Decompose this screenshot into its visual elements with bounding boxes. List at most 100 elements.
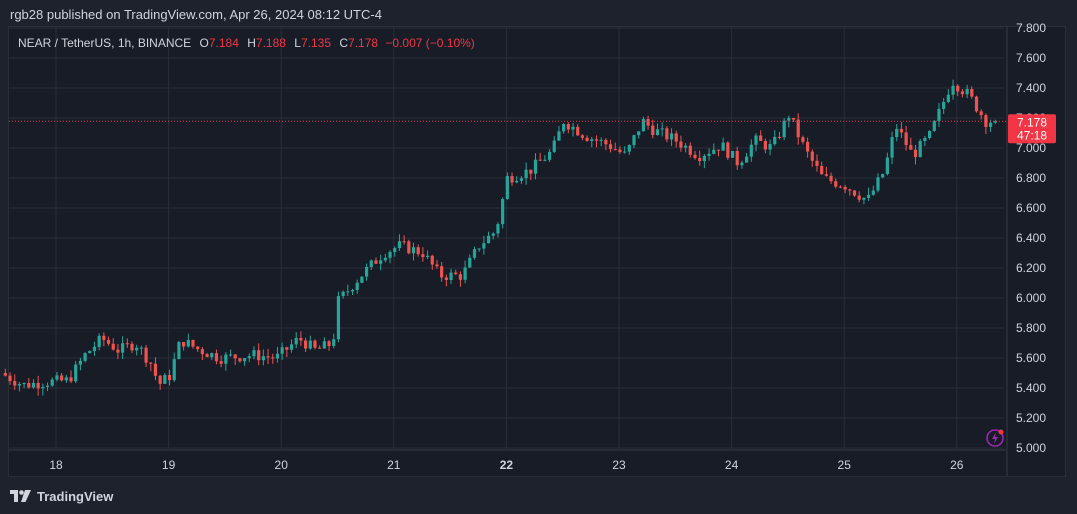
candle-body (754, 135, 758, 145)
candle-body (749, 144, 753, 157)
y-tick-label: 7.400 (1016, 81, 1046, 95)
candle-body (468, 257, 472, 268)
candle-body (153, 363, 158, 376)
x-tick-label: 23 (612, 458, 626, 472)
symbol-title: NEAR / TetherUS, 1h, BINANCE (18, 36, 192, 50)
candle-body (275, 353, 280, 359)
x-tick-label: 24 (725, 458, 739, 472)
x-tick-label: 25 (838, 458, 852, 472)
candle-body (332, 339, 336, 346)
candle-body (303, 340, 308, 349)
candle-body (60, 375, 64, 381)
y-tick-label: 7.600 (1016, 51, 1046, 65)
candle-body (472, 249, 477, 258)
candle-body (379, 260, 383, 264)
symbol-legend[interactable]: NEAR / TetherUS, 1h, BINANCE O7.184 H7.1… (18, 36, 475, 50)
candle-body (763, 141, 767, 150)
candle-body (8, 375, 12, 382)
candle-body (233, 354, 237, 359)
candle-body (956, 85, 960, 92)
candle-body (17, 384, 22, 386)
candle-body (679, 141, 683, 148)
y-tick-label: 5.800 (1016, 321, 1046, 335)
candle-body (163, 374, 167, 384)
candle-body (191, 340, 195, 347)
candle-body (876, 177, 880, 191)
candle-body (402, 241, 406, 243)
candle-body (533, 159, 538, 174)
candle-body (318, 347, 322, 349)
candle-body (960, 91, 965, 95)
candle-body (942, 101, 946, 109)
candle-body (294, 337, 298, 345)
candle-body (815, 160, 819, 166)
y-tick-label: 5.600 (1016, 351, 1046, 365)
candle-body (83, 353, 87, 361)
candle-body (444, 277, 448, 281)
candle-body (92, 346, 97, 352)
candle-body (22, 382, 26, 385)
candle-body (768, 144, 772, 150)
candle-body (646, 119, 650, 126)
candle-body (791, 118, 796, 120)
candle-body (829, 175, 833, 182)
high-label: H (247, 36, 256, 50)
x-tick-label: 19 (162, 458, 176, 472)
candle-body (205, 354, 209, 358)
chart-frame[interactable] (8, 26, 1066, 477)
candle-body (552, 140, 556, 152)
candle-body (984, 115, 988, 127)
candle-body (946, 94, 950, 102)
candle-body (224, 354, 228, 364)
candle-body (393, 248, 397, 252)
candle-body (885, 157, 889, 175)
candle-body (313, 340, 317, 348)
candle-body (45, 385, 50, 387)
candle-body (482, 243, 486, 249)
candle-body (702, 155, 706, 162)
candle-body (782, 120, 786, 138)
candle-body (820, 165, 824, 175)
candle-body (651, 125, 655, 136)
candle-body (139, 347, 143, 349)
candle-body (927, 130, 932, 138)
candle-body (3, 373, 7, 376)
candle-body (594, 139, 599, 141)
lightning-alert-icon[interactable] (985, 428, 1005, 448)
candle-body (773, 136, 777, 145)
candle-body (641, 119, 645, 132)
y-tick-label: 5.200 (1016, 411, 1046, 425)
candle-body (219, 361, 223, 364)
candle-body (149, 362, 153, 364)
candle-body (932, 120, 936, 131)
footer-brand[interactable]: TradingView (10, 486, 113, 506)
candle-body (974, 96, 979, 112)
candle-body (618, 149, 622, 153)
candle-body (726, 142, 730, 158)
candle-body (519, 178, 524, 181)
candle-body (421, 254, 425, 258)
candle-body (383, 257, 387, 261)
candle-body (904, 132, 908, 146)
candle-body (515, 180, 519, 183)
candle-body (228, 354, 233, 356)
candle-body (777, 136, 782, 138)
candle-body (688, 145, 692, 155)
candle-body (336, 296, 341, 340)
candle-body (266, 356, 270, 358)
candle-body (13, 381, 17, 386)
low-label: L (294, 36, 301, 50)
candle-body (604, 139, 608, 145)
price-tag-value: 7.178 (1017, 115, 1047, 129)
candle-body (440, 266, 444, 278)
candle-body (486, 235, 491, 244)
y-tick-label: 6.200 (1016, 261, 1046, 275)
candle-body (271, 357, 275, 359)
candle-body (477, 248, 481, 250)
candle-body (632, 135, 636, 146)
candle-body (36, 382, 40, 389)
candle-body (210, 353, 214, 358)
candle-body (684, 145, 688, 148)
candle-body (102, 335, 106, 340)
